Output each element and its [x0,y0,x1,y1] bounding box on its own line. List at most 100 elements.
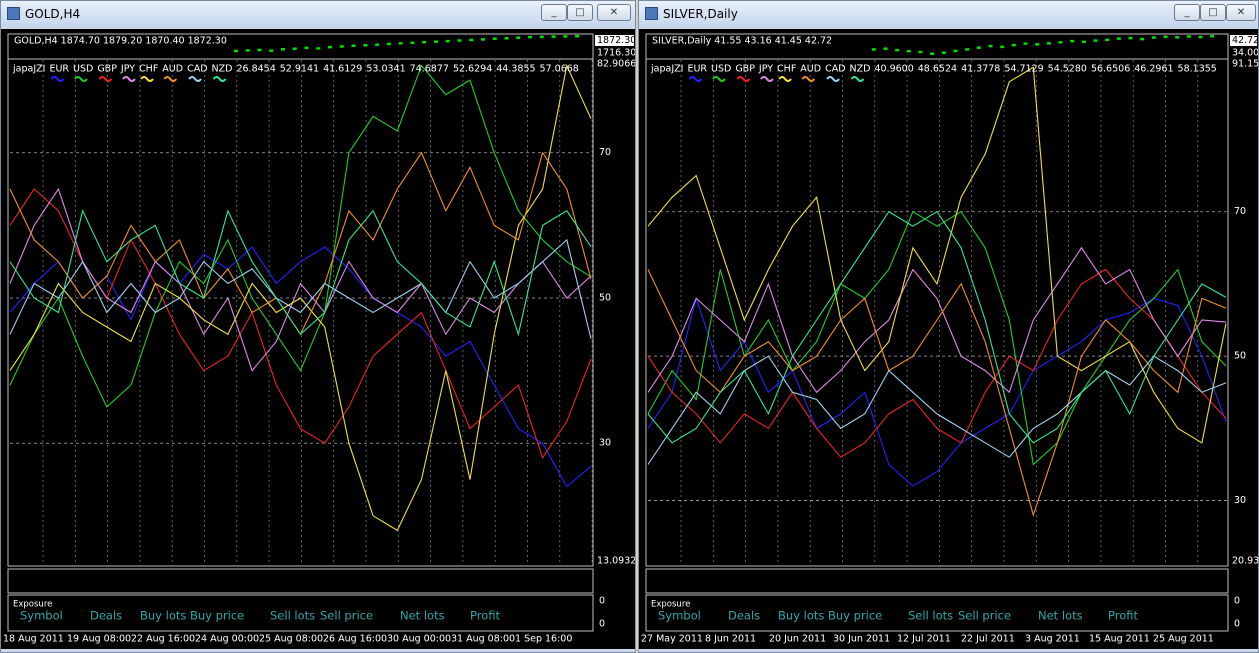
close-button[interactable]: ✕ [1226,4,1256,21]
y-limit-label: 82.9066 [597,59,635,70]
price-bar [1186,35,1191,38]
price-bar [410,41,415,45]
price-bar [1081,40,1086,44]
x-date-label: 22 Jul 2011 [961,634,1015,645]
legend-label: JPY [120,64,135,75]
legend-swatch [736,76,751,82]
price-bar [480,38,485,41]
price-label: 34.00 [1232,48,1258,59]
price-bar [257,48,262,52]
legend-swatch [50,76,65,82]
x-date-label: 22 Aug 16:00 [131,634,195,645]
legend-swatch [140,76,154,82]
x-date-label: 8 Jun 2011 [705,634,756,645]
price-bar [528,35,533,39]
legend-swatch [826,76,840,82]
series-line [647,246,1227,394]
legend-label: AUD [162,64,183,75]
price-bar [883,47,888,50]
price-bar [976,46,981,49]
price-bar [1163,35,1168,39]
legend-swatch [850,76,865,82]
y-limit-label: 13.0932 [597,556,635,567]
exposure-column: Buy lots [140,609,186,623]
title-bar: GOLD,H4 _ □ ✕ [1,1,635,27]
price-bar [398,42,403,45]
price-bar [339,45,344,48]
series-line [647,269,1227,517]
price-bar [386,42,391,46]
legend-value: 54.5280 [1048,64,1087,75]
price-label: 1716.30 [597,48,635,59]
legend-label: USD [73,64,93,75]
chart-canvas: GOLD,H4 1874.70 1879.20 1870.40 1872.30 1… [1,29,635,649]
price-bar [363,44,368,47]
price-bar [245,49,250,52]
price-bar [504,37,509,40]
y-tick-label: 70 [1234,206,1246,217]
price-bar [918,50,923,54]
price-bar [1070,39,1075,43]
legend-value: 53.0341 [366,64,405,75]
legend-label: EUR [687,64,707,75]
price-bar [304,46,309,50]
panel-frame [7,58,594,567]
legend-value: 56.6506 [1091,64,1130,75]
price-bar [1058,41,1063,44]
legend-swatch [712,76,726,82]
legend-label: GBP [97,64,117,75]
price-bar [1011,43,1016,47]
exposure-title: Exposure [651,600,690,610]
legend-value: 41.3778 [961,64,1000,75]
series-line [9,209,592,337]
x-date-label: 15 Aug 2011 [1089,634,1150,645]
minimize-button[interactable]: _ [1174,4,1200,21]
price-bar [469,38,474,42]
title-bar: SILVER,Daily _ □ ✕ [639,1,1258,27]
x-date-label: 1 Sep 16:00 [515,634,572,645]
legend-value: 48.6524 [918,64,957,75]
legend-swatch [98,76,113,82]
price-highlight [595,35,634,46]
price-bar [1210,35,1215,38]
price-bar [233,49,238,53]
legend-label: NZD [850,64,871,75]
price-bar [930,52,935,55]
price-bar [1198,35,1203,39]
legend-swatch [122,76,136,82]
minimize-button[interactable]: _ [541,4,567,21]
close-button[interactable]: ✕ [597,4,631,21]
price-bar [1175,36,1180,39]
exposure-column: Net lots [400,609,445,623]
price-bar [457,39,462,42]
chart-canvas: SILVER,Daily 41.55 43.16 41.45 42.72 42.7… [639,29,1258,649]
price-bar [988,44,993,48]
price-bar [539,35,544,39]
maximize-button[interactable]: □ [1200,4,1226,21]
price-bar [965,48,970,51]
legend-swatch [801,76,816,82]
exposure-column: Profit [470,609,500,623]
legend-label: CHF [139,64,158,75]
legend-swatch [688,76,703,82]
price-bar [433,40,438,43]
maximize-button[interactable]: □ [567,4,593,21]
price-bar [563,35,568,38]
window-icon [7,7,20,20]
price-bar [351,44,356,47]
x-date-label: 30 Jun 2011 [833,634,890,645]
price-bar [551,35,556,38]
price-bar [1093,39,1098,42]
exposure-column: Deals [728,609,760,623]
legend-label: EUR [49,64,69,75]
price-bar [328,45,333,49]
legend-label: JPY [758,64,773,75]
price-bar [316,47,321,50]
legend-value: 58.1355 [1178,64,1217,75]
price-bar [871,48,876,51]
price-bar [445,39,450,43]
legend-value: 52.9141 [280,64,319,75]
exposure-column: Profit [1108,609,1138,623]
x-date-label: 26 Aug 16:00 [323,634,387,645]
